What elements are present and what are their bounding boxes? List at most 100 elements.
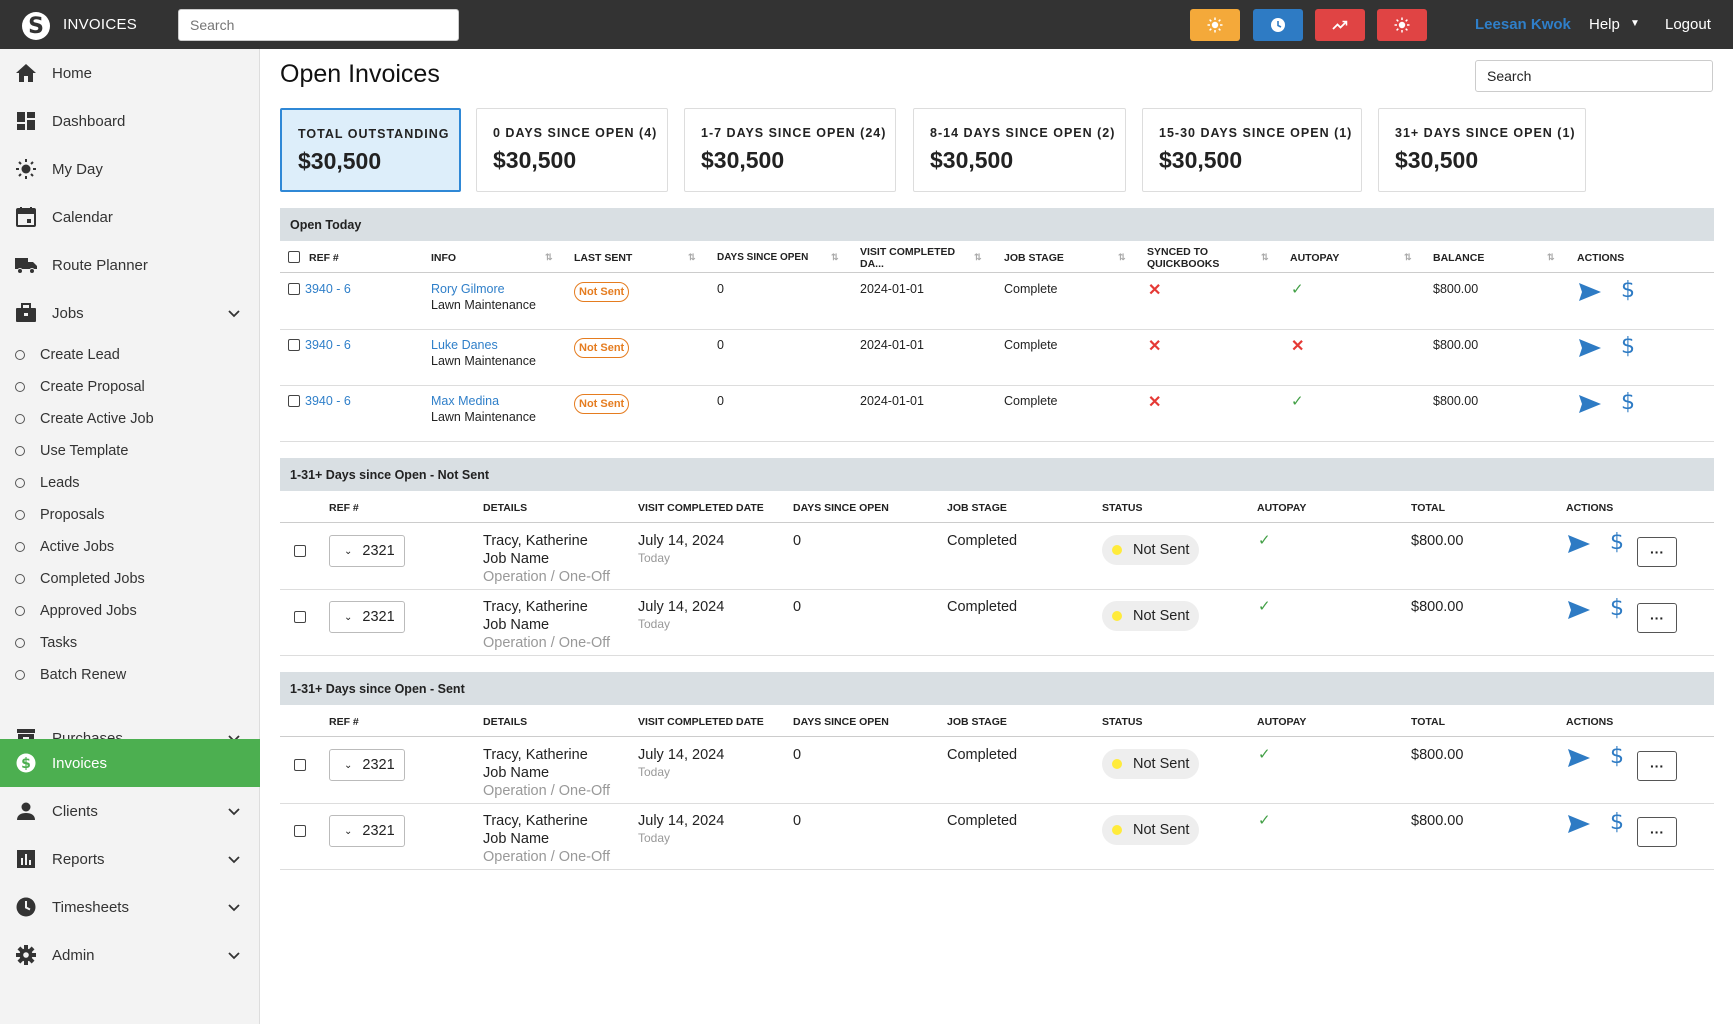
col-synced-quickbooks[interactable]: SYNCED TO QUICKBOOKS bbox=[1147, 246, 1220, 270]
sidebar-sub-active-jobs[interactable]: Active Jobs bbox=[0, 531, 260, 563]
payment-dollar-icon[interactable]: $ bbox=[1621, 278, 1635, 303]
user-name-link[interactable]: Leesan Kwok bbox=[1475, 16, 1571, 33]
col-balance[interactable]: BALANCE bbox=[1433, 252, 1485, 264]
payment-dollar-icon[interactable]: $ bbox=[1610, 744, 1624, 769]
more-actions-button[interactable]: ··· bbox=[1637, 537, 1677, 567]
client-name: Tracy, Katherine bbox=[483, 599, 588, 615]
send-icon[interactable] bbox=[1567, 534, 1591, 554]
col-status: STATUS bbox=[1102, 716, 1143, 728]
col-job-stage[interactable]: JOB STAGE bbox=[1004, 252, 1064, 264]
sidebar-item-route-planner[interactable]: Route Planner bbox=[0, 241, 260, 289]
col-visit-completed[interactable]: VISIT COMPLETED DA... bbox=[860, 246, 956, 270]
invoice-search-input[interactable] bbox=[1475, 60, 1713, 92]
card-1-7-days[interactable]: 1-7 DAYS SINCE OPEN (24) $30,500 bbox=[684, 108, 896, 192]
sun-button[interactable] bbox=[1190, 9, 1240, 41]
sidebar-sub-approved-jobs[interactable]: Approved Jobs bbox=[0, 595, 260, 627]
logout-link[interactable]: Logout bbox=[1665, 16, 1711, 33]
select-all-checkbox[interactable] bbox=[288, 251, 300, 263]
ref-link[interactable]: 3940 - 6 bbox=[305, 394, 351, 408]
col-info[interactable]: INFO bbox=[431, 252, 457, 264]
col-autopay[interactable]: AUTOPAY bbox=[1290, 252, 1340, 264]
sidebar-sub-tasks[interactable]: Tasks bbox=[0, 627, 260, 659]
sidebar-sub-label: Approved Jobs bbox=[40, 603, 137, 619]
sidebar-item-my-day[interactable]: My Day bbox=[0, 145, 260, 193]
app-logo-icon[interactable]: S bbox=[22, 12, 50, 40]
sort-icon[interactable]: ⇅ bbox=[1404, 252, 1412, 262]
card-0-days[interactable]: 0 DAYS SINCE OPEN (4) $30,500 bbox=[476, 108, 668, 192]
client-link[interactable]: Luke Danes bbox=[431, 338, 498, 352]
payment-dollar-icon[interactable]: $ bbox=[1610, 810, 1624, 835]
sidebar-item-admin[interactable]: Admin bbox=[0, 931, 260, 979]
sidebar-item-clients[interactable]: Clients bbox=[0, 787, 260, 835]
sidebar-sub-leads[interactable]: Leads bbox=[0, 467, 260, 499]
sort-icon[interactable]: ⇅ bbox=[688, 252, 696, 262]
client-name: Tracy, Katherine bbox=[483, 747, 588, 763]
col-last-sent[interactable]: LAST SENT bbox=[574, 252, 633, 264]
sort-icon[interactable]: ⇅ bbox=[974, 252, 982, 262]
ref-link[interactable]: 3940 - 6 bbox=[305, 282, 351, 296]
payment-dollar-icon[interactable]: $ bbox=[1610, 596, 1624, 621]
send-icon[interactable] bbox=[1567, 814, 1591, 834]
client-link[interactable]: Max Medina bbox=[431, 394, 500, 408]
ref-dropdown[interactable]: ⌄ 2321 bbox=[329, 601, 405, 633]
sidebar-sub-create-lead[interactable]: Create Lead bbox=[0, 339, 260, 371]
sidebar-sub-label: Proposals bbox=[40, 507, 105, 523]
row-checkbox[interactable] bbox=[294, 759, 306, 771]
ellipsis-icon: ··· bbox=[1650, 544, 1664, 560]
payment-dollar-icon[interactable]: $ bbox=[1621, 334, 1635, 359]
card-31-plus-days[interactable]: 31+ DAYS SINCE OPEN (1) $30,500 bbox=[1378, 108, 1586, 192]
sidebar-sub-create-proposal[interactable]: Create Proposal bbox=[0, 371, 260, 403]
sidebar-item-timesheets[interactable]: Timesheets bbox=[0, 883, 260, 931]
sidebar-item-reports[interactable]: Reports bbox=[0, 835, 260, 883]
ref-link[interactable]: 3940 - 6 bbox=[305, 338, 351, 352]
send-icon[interactable] bbox=[1578, 282, 1602, 302]
more-actions-button[interactable]: ··· bbox=[1637, 751, 1677, 781]
more-actions-button[interactable]: ··· bbox=[1637, 817, 1677, 847]
sort-icon[interactable]: ⇅ bbox=[1118, 252, 1126, 262]
global-search-input[interactable] bbox=[178, 9, 459, 41]
card-total-outstanding[interactable]: TOTAL OUTSTANDING $30,500 bbox=[280, 108, 461, 192]
sidebar-sub-batch-renew[interactable]: Batch Renew bbox=[0, 659, 260, 691]
sidebar-item-invoices[interactable]: $ Invoices bbox=[0, 739, 260, 787]
sidebar-item-dashboard[interactable]: Dashboard bbox=[0, 97, 260, 145]
visit-date: July 14, 2024 bbox=[638, 599, 725, 615]
row-checkbox[interactable] bbox=[288, 339, 300, 351]
bullet-icon bbox=[15, 478, 25, 488]
more-actions-button[interactable]: ··· bbox=[1637, 603, 1677, 633]
payment-dollar-icon[interactable]: $ bbox=[1621, 390, 1635, 415]
card-15-30-days[interactable]: 15-30 DAYS SINCE OPEN (1) $30,500 bbox=[1142, 108, 1362, 192]
sort-icon[interactable]: ⇅ bbox=[831, 252, 839, 262]
sidebar-item-home[interactable]: Home bbox=[0, 49, 260, 97]
send-icon[interactable] bbox=[1567, 748, 1591, 768]
sort-icon[interactable]: ⇅ bbox=[1261, 252, 1269, 262]
sort-icon[interactable]: ⇅ bbox=[545, 252, 553, 262]
card-8-14-days[interactable]: 8-14 DAYS SINCE OPEN (2) $30,500 bbox=[913, 108, 1126, 192]
row-checkbox[interactable] bbox=[294, 611, 306, 623]
sort-icon[interactable]: ⇅ bbox=[1547, 252, 1555, 262]
row-checkbox[interactable] bbox=[288, 283, 300, 295]
ref-dropdown[interactable]: ⌄ 2321 bbox=[329, 535, 405, 567]
sidebar-sub-create-active-job[interactable]: Create Active Job bbox=[0, 403, 260, 435]
col-ref[interactable]: REF # bbox=[309, 252, 339, 264]
ref-dropdown[interactable]: ⌄ 2321 bbox=[329, 815, 405, 847]
sidebar-sub-proposals[interactable]: Proposals bbox=[0, 499, 260, 531]
ref-dropdown[interactable]: ⌄ 2321 bbox=[329, 749, 405, 781]
row-checkbox[interactable] bbox=[294, 825, 306, 837]
trend-button[interactable] bbox=[1315, 9, 1365, 41]
row-checkbox[interactable] bbox=[288, 395, 300, 407]
sidebar-sub-use-template[interactable]: Use Template bbox=[0, 435, 260, 467]
sidebar-sub-completed-jobs[interactable]: Completed Jobs bbox=[0, 563, 260, 595]
send-icon[interactable] bbox=[1567, 600, 1591, 620]
send-icon[interactable] bbox=[1578, 394, 1602, 414]
help-menu[interactable]: Help bbox=[1589, 16, 1620, 33]
send-icon[interactable] bbox=[1578, 338, 1602, 358]
sidebar-item-calendar[interactable]: Calendar bbox=[0, 193, 260, 241]
col-job-stage: JOB STAGE bbox=[947, 502, 1007, 514]
row-checkbox[interactable] bbox=[294, 545, 306, 557]
clock-button[interactable] bbox=[1253, 9, 1303, 41]
client-link[interactable]: Rory Gilmore bbox=[431, 282, 505, 296]
sidebar-item-jobs[interactable]: Jobs bbox=[0, 289, 260, 337]
payment-dollar-icon[interactable]: $ bbox=[1610, 530, 1624, 555]
alert-button[interactable] bbox=[1377, 9, 1427, 41]
col-days-since-open[interactable]: DAYS SINCE OPEN bbox=[717, 252, 809, 263]
